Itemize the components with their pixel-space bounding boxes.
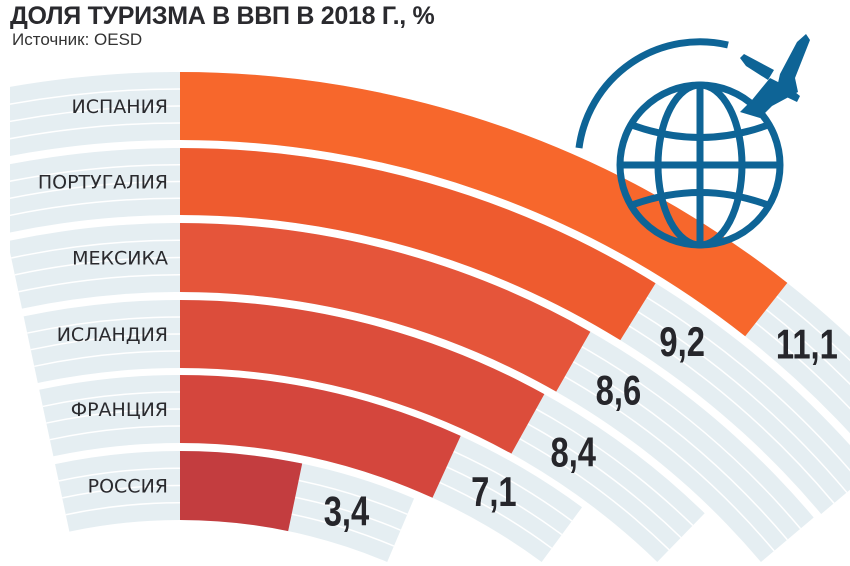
bar-1 xyxy=(180,72,788,337)
value-label: 7,1 xyxy=(471,468,517,515)
background-band xyxy=(39,374,583,562)
category-label: ПОРТУГАЛИЯ xyxy=(38,172,168,194)
category-label: ИСПАНИЯ xyxy=(72,96,168,118)
value-label: 3,4 xyxy=(324,488,370,535)
bar-6 xyxy=(180,451,303,532)
bar-3 xyxy=(180,223,591,392)
category-label: МЕКСИКА xyxy=(72,248,168,270)
bar-2 xyxy=(180,148,656,341)
globe-airplane-icon xyxy=(575,34,810,249)
bar-4 xyxy=(180,300,545,454)
value-label: 8,6 xyxy=(596,367,642,414)
chart-title: ДОЛЯ ТУРИЗМА В ВВП В 2018 Г., % xyxy=(10,2,435,30)
bar-5 xyxy=(180,375,461,498)
value-label: 8,4 xyxy=(550,428,596,475)
value-label: 11,1 xyxy=(776,321,838,368)
category-label: ФРАНЦИЯ xyxy=(71,399,168,421)
category-label: РОССИЯ xyxy=(88,476,168,498)
category-label: ИСЛАНДИЯ xyxy=(57,324,168,346)
value-label: 9,2 xyxy=(659,318,705,365)
chart-source: Источник: OESD xyxy=(12,30,143,49)
